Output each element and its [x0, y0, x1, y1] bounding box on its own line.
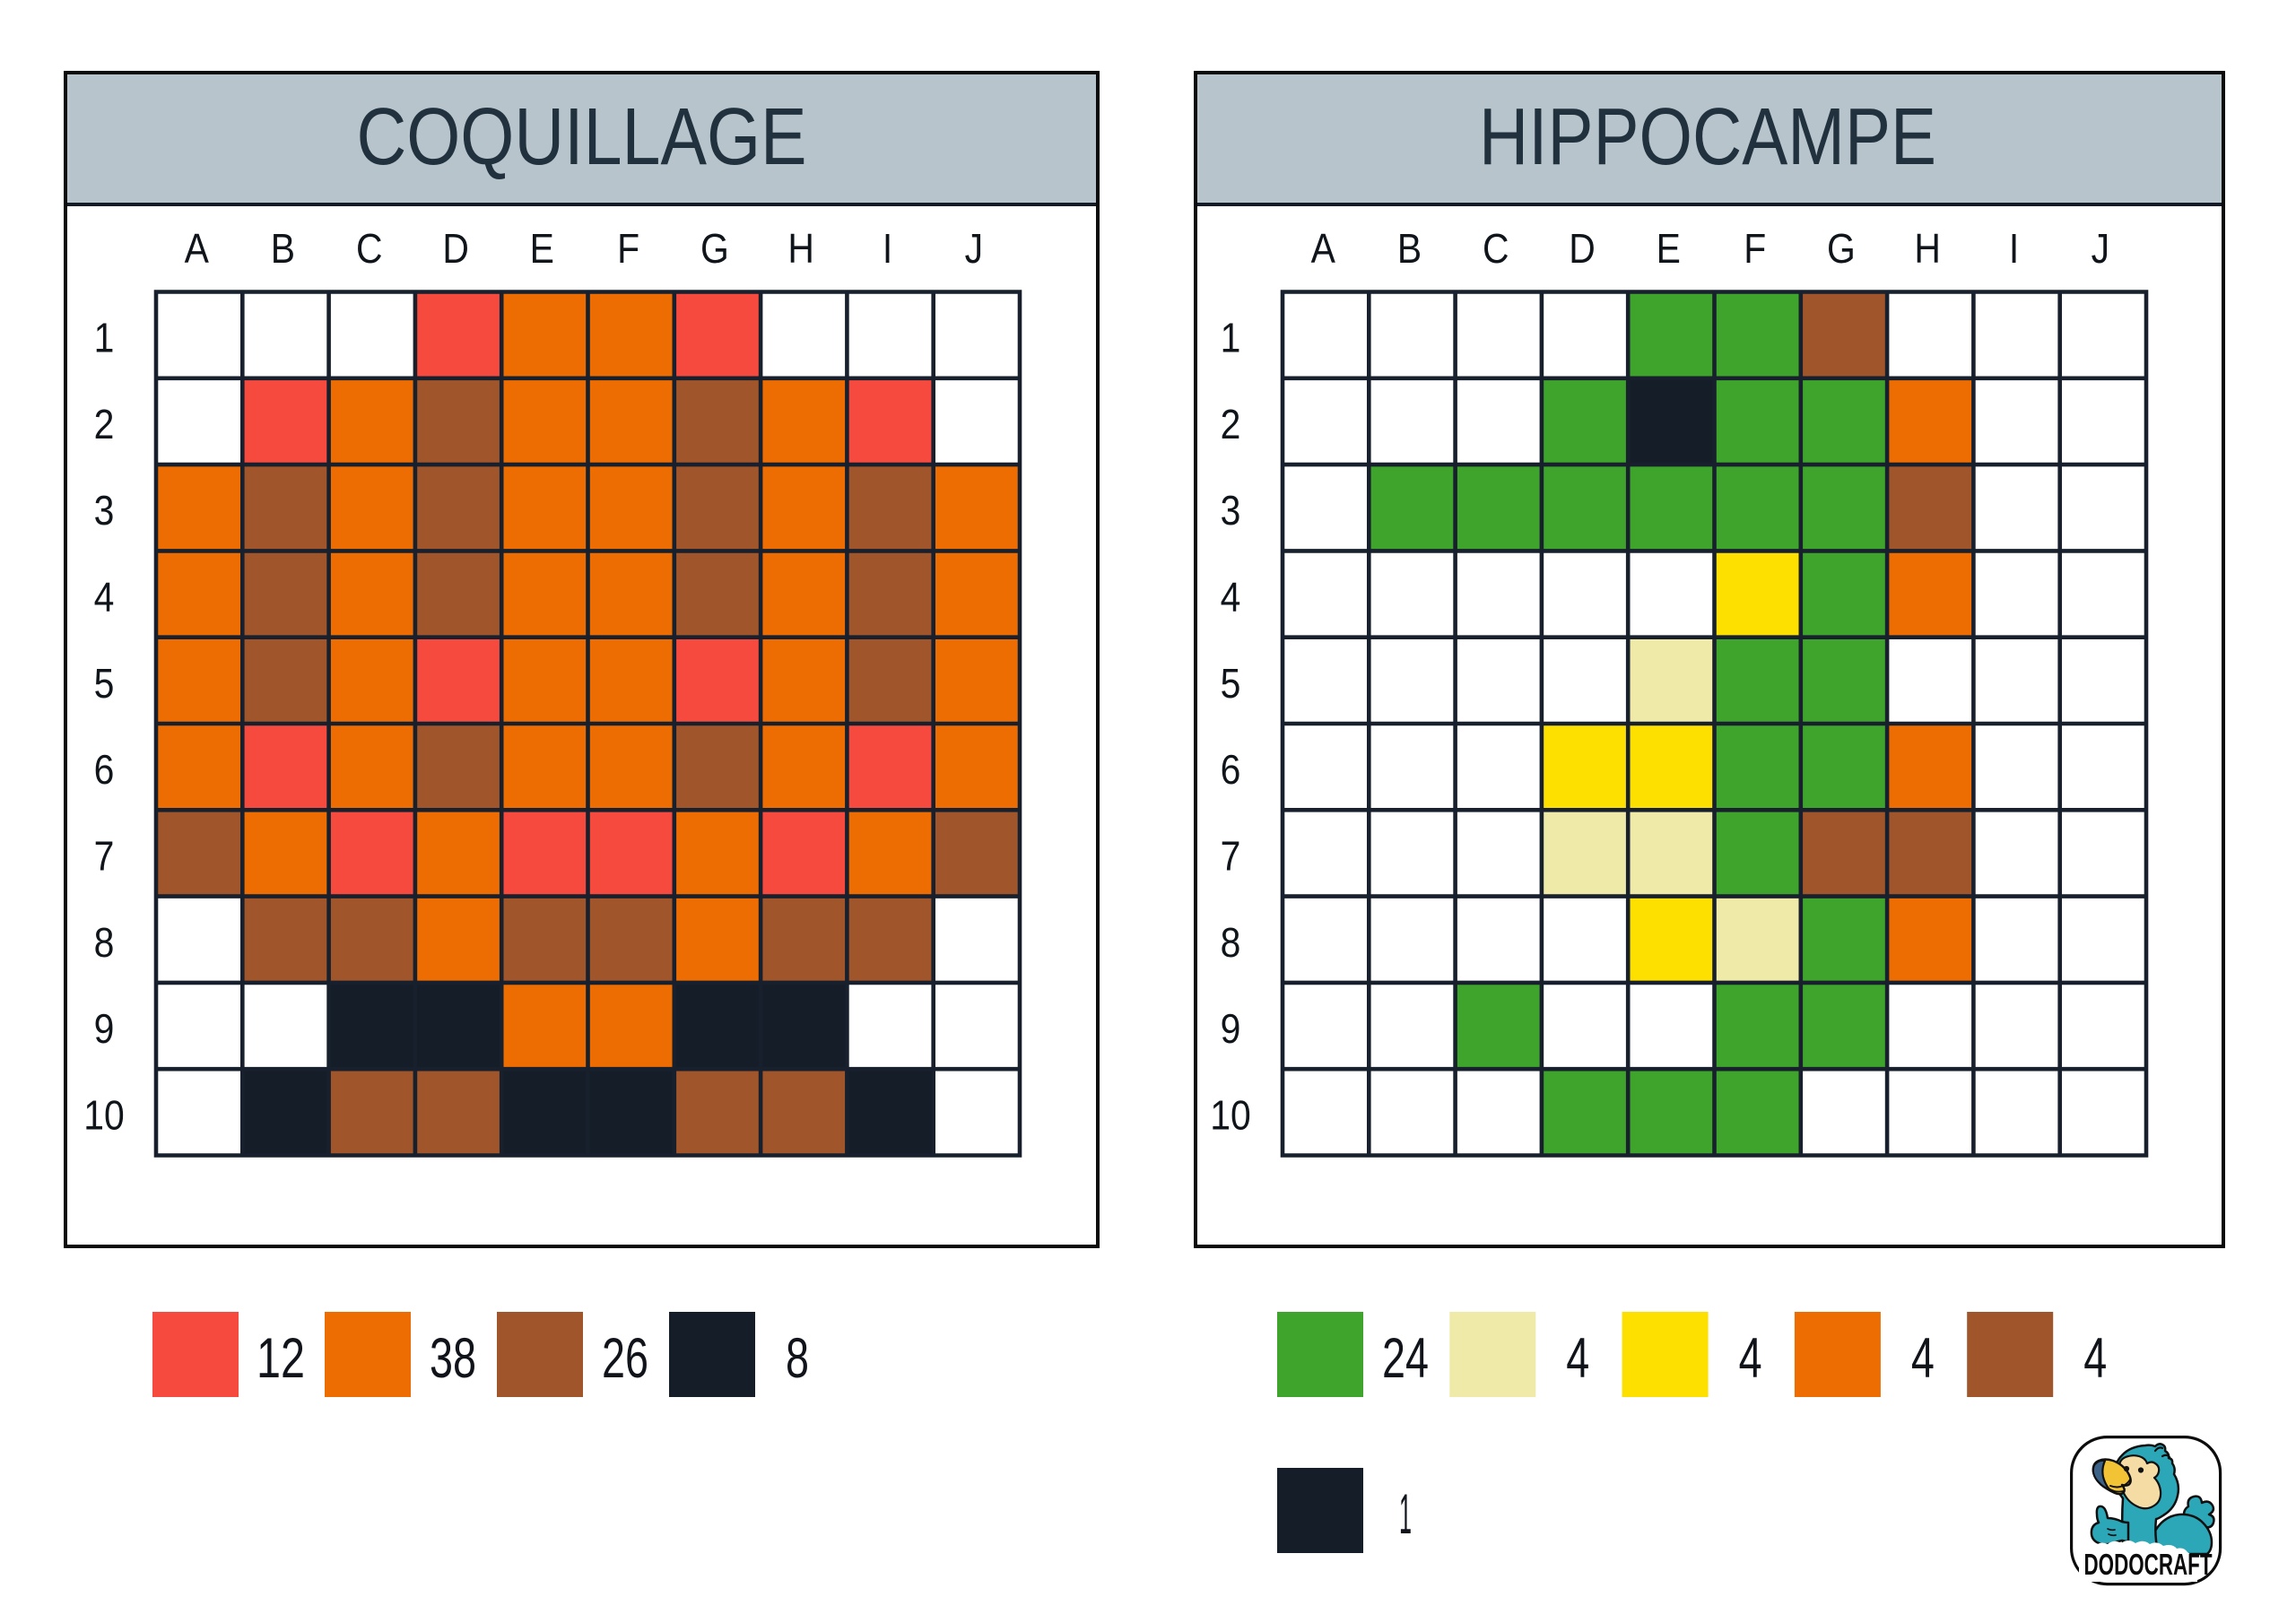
svg-text:B: B [271, 226, 295, 273]
svg-text:8: 8 [1221, 919, 1241, 966]
svg-text:G: G [700, 226, 729, 273]
svg-text:E: E [1657, 226, 1681, 273]
svg-text:F: F [1744, 226, 1766, 273]
svg-text:COQUILLAGE: COQUILLAGE [357, 92, 807, 182]
svg-text:4: 4 [1911, 1327, 1935, 1390]
svg-text:7: 7 [94, 833, 115, 880]
svg-text:H: H [1914, 226, 1941, 273]
svg-text:E: E [530, 226, 554, 273]
svg-text:8: 8 [786, 1327, 809, 1390]
svg-text:26: 26 [602, 1327, 648, 1390]
svg-text:HIPPOCAMPE: HIPPOCAMPE [1479, 92, 1936, 182]
svg-text:10: 10 [1210, 1092, 1251, 1139]
svg-text:24: 24 [1382, 1327, 1429, 1390]
svg-text:J: J [965, 226, 983, 273]
svg-text:C: C [1483, 226, 1509, 273]
svg-text:F: F [617, 226, 639, 273]
svg-text:4: 4 [94, 574, 115, 621]
svg-text:12: 12 [257, 1327, 305, 1390]
svg-text:8: 8 [94, 919, 115, 966]
svg-text:DODOCRAFT: DODOCRAFT [2084, 1548, 2213, 1581]
svg-text:3: 3 [1221, 488, 1241, 534]
svg-text:D: D [442, 226, 469, 273]
svg-text:G: G [1827, 226, 1856, 273]
svg-text:5: 5 [1221, 660, 1241, 707]
svg-text:C: C [356, 226, 383, 273]
svg-text:D: D [1569, 226, 1596, 273]
svg-text:J: J [2092, 226, 2109, 273]
svg-text:5: 5 [94, 660, 115, 707]
svg-text:1: 1 [94, 315, 115, 361]
svg-text:3: 3 [94, 488, 115, 534]
svg-text:B: B [1397, 226, 1422, 273]
svg-text:1: 1 [1399, 1483, 1412, 1546]
svg-text:38: 38 [430, 1327, 476, 1390]
svg-text:4: 4 [2083, 1327, 2107, 1390]
svg-text:6: 6 [1221, 747, 1241, 794]
svg-text:4: 4 [1739, 1327, 1762, 1390]
svg-text:9: 9 [1221, 1006, 1241, 1053]
svg-text:2: 2 [94, 401, 115, 447]
svg-text:2: 2 [1221, 401, 1241, 447]
svg-text:I: I [2009, 226, 2019, 273]
svg-text:I: I [883, 226, 892, 273]
svg-text:4: 4 [1566, 1327, 1589, 1390]
svg-text:H: H [787, 226, 814, 273]
svg-text:A: A [1311, 226, 1336, 273]
svg-text:10: 10 [83, 1092, 125, 1139]
svg-text:9: 9 [94, 1006, 115, 1053]
svg-text:1: 1 [1221, 315, 1241, 361]
svg-text:4: 4 [1221, 574, 1241, 621]
svg-text:7: 7 [1221, 833, 1241, 880]
svg-text:6: 6 [94, 747, 115, 794]
svg-text:A: A [185, 226, 210, 273]
